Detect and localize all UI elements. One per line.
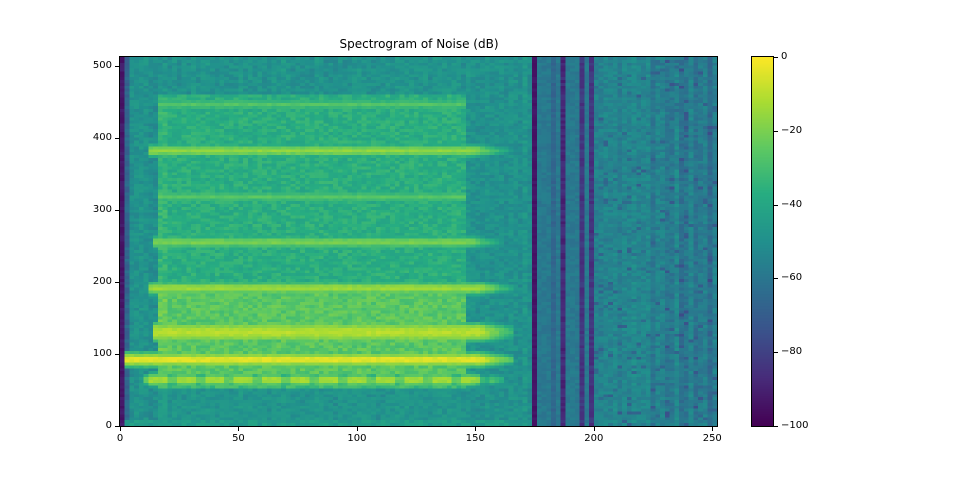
spectrogram-canvas: [120, 57, 717, 426]
colorbar-gradient-canvas: [752, 57, 773, 426]
y-tick-mark: [115, 209, 119, 211]
chart-title: Spectrogram of Noise (dB): [339, 37, 499, 51]
colorbar-tick-label: −40: [781, 198, 803, 210]
colorbar-tick-label: −20: [781, 124, 803, 136]
colorbar-tick-mark: [774, 204, 778, 206]
x-tick-label: 0: [116, 433, 124, 444]
x-tick-label: 100: [347, 433, 367, 444]
x-tick-label: 200: [584, 433, 604, 444]
y-tick-label: 200: [92, 275, 112, 287]
x-tick-mark: [475, 427, 477, 431]
colorbar-tick-mark: [774, 426, 778, 427]
x-tick-mark: [356, 427, 358, 431]
y-tick-mark: [115, 65, 119, 67]
x-tick-label: 250: [702, 433, 722, 444]
y-tick-mark: [115, 281, 119, 283]
colorbar-tick-mark: [774, 130, 778, 132]
colorbar-tick-label: −80: [781, 346, 803, 358]
x-tick-label: 150: [465, 433, 485, 444]
x-tick-mark: [712, 427, 714, 431]
x-tick-mark: [593, 427, 595, 431]
y-tick-label: 0: [105, 420, 112, 431]
y-tick-label: 500: [92, 59, 112, 71]
colorbar-tick-label: −60: [781, 272, 803, 284]
plot-area: [119, 56, 718, 427]
x-tick-mark: [120, 427, 121, 431]
y-tick-label: 400: [92, 131, 112, 143]
colorbar-tick-mark: [774, 57, 778, 58]
colorbar-tick-mark: [774, 278, 778, 280]
y-tick-label: 300: [92, 203, 112, 215]
y-tick-label: 100: [92, 347, 112, 359]
colorbar: [751, 56, 774, 427]
colorbar-tick-mark: [774, 352, 778, 354]
y-tick-mark: [115, 426, 119, 427]
y-tick-mark: [115, 137, 119, 139]
y-tick-mark: [115, 353, 119, 355]
x-tick-label: 50: [232, 433, 245, 444]
colorbar-tick-label: 0: [781, 51, 788, 62]
x-tick-mark: [238, 427, 240, 431]
colorbar-tick-label: −100: [781, 420, 809, 431]
